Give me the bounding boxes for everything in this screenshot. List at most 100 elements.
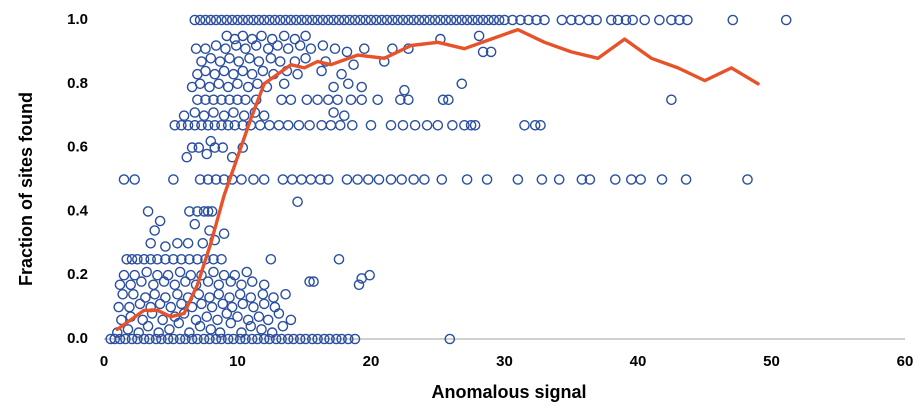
data-point: [190, 314, 202, 326]
data-point: [419, 14, 430, 26]
data-point: [316, 120, 327, 131]
data-point: [280, 288, 291, 300]
data-point: [213, 78, 225, 90]
data-point: [124, 301, 135, 313]
data-point: [184, 253, 195, 265]
data-point: [274, 56, 286, 67]
x-tick-label: 30: [496, 353, 513, 370]
data-point: [228, 68, 239, 80]
data-point: [481, 174, 493, 185]
data-point: [245, 320, 257, 332]
data-point: [620, 14, 632, 26]
data-point: [403, 14, 414, 26]
data-point: [256, 324, 267, 335]
data-point: [126, 333, 138, 345]
data-point: [168, 174, 179, 185]
data-point: [248, 174, 259, 185]
data-point: [610, 174, 621, 185]
data-point: [200, 65, 211, 77]
data-point: [318, 333, 330, 345]
data-point: [348, 59, 359, 70]
data-point: [465, 120, 477, 131]
data-point: [213, 279, 225, 291]
data-point: [477, 46, 489, 58]
data-point: [246, 333, 258, 345]
data-point: [208, 94, 219, 106]
data-point: [232, 94, 243, 106]
data-point: [238, 110, 250, 121]
data-point: [229, 269, 241, 281]
data-point: [202, 120, 214, 131]
data-point: [189, 120, 201, 131]
data-point: [218, 110, 230, 121]
data-point: [216, 94, 227, 106]
data-point: [236, 327, 247, 338]
data-point: [330, 333, 342, 345]
data-point: [334, 120, 346, 131]
data-point: [208, 107, 219, 118]
data-point: [189, 107, 201, 118]
data-point: [285, 94, 297, 106]
data-point: [186, 142, 198, 153]
data-point: [385, 174, 397, 185]
data-point: [483, 14, 494, 26]
data-point: [583, 14, 594, 26]
data-point: [176, 120, 187, 131]
data-point: [254, 120, 266, 131]
data-point: [591, 14, 602, 26]
data-point: [515, 14, 526, 26]
data-point: [365, 14, 377, 26]
data-point: [156, 333, 167, 345]
data-point: [157, 314, 168, 326]
data-point: [222, 120, 234, 131]
data-point: [262, 314, 274, 326]
data-point: [606, 14, 617, 26]
data-point: [237, 14, 249, 26]
y-tick-label: 0.6: [67, 139, 88, 156]
data-point: [403, 94, 414, 106]
data-point: [365, 120, 377, 131]
data-point: [293, 120, 305, 131]
data-point: [233, 56, 245, 67]
data-point: [485, 46, 497, 58]
data-point: [246, 68, 258, 80]
x-tick-label: 10: [229, 353, 246, 370]
data-point: [304, 276, 315, 287]
data-point: [317, 40, 329, 51]
data-point: [246, 33, 258, 45]
data-point: [153, 327, 164, 338]
data-point: [208, 253, 219, 265]
data-point: [228, 107, 239, 118]
data-point: [246, 276, 258, 287]
data-point: [436, 174, 448, 185]
data-point: [150, 333, 162, 345]
y-tick-label: 0.4: [67, 202, 89, 219]
data-point: [240, 43, 251, 55]
data-point: [440, 14, 452, 26]
data-point: [248, 301, 259, 313]
data-point: [305, 174, 317, 185]
data-point: [262, 43, 274, 55]
data-point: [222, 333, 234, 345]
data-point: [282, 43, 294, 55]
data-point: [266, 33, 278, 45]
y-tick-label: 0.8: [67, 75, 88, 92]
data-point: [349, 333, 361, 345]
data-point: [144, 333, 155, 345]
data-point: [512, 174, 524, 185]
data-point: [121, 253, 132, 265]
data-point: [152, 253, 163, 265]
data-point: [202, 206, 214, 217]
data-point: [194, 174, 206, 185]
data-point: [294, 333, 306, 345]
data-point: [362, 174, 374, 185]
data-point: [197, 237, 209, 249]
data-point: [258, 298, 270, 310]
data-point: [168, 333, 179, 345]
data-point: [210, 40, 222, 51]
data-point: [217, 142, 229, 153]
data-point: [322, 14, 334, 26]
data-point: [296, 14, 307, 26]
data-point: [229, 120, 241, 131]
data-point: [192, 94, 203, 106]
